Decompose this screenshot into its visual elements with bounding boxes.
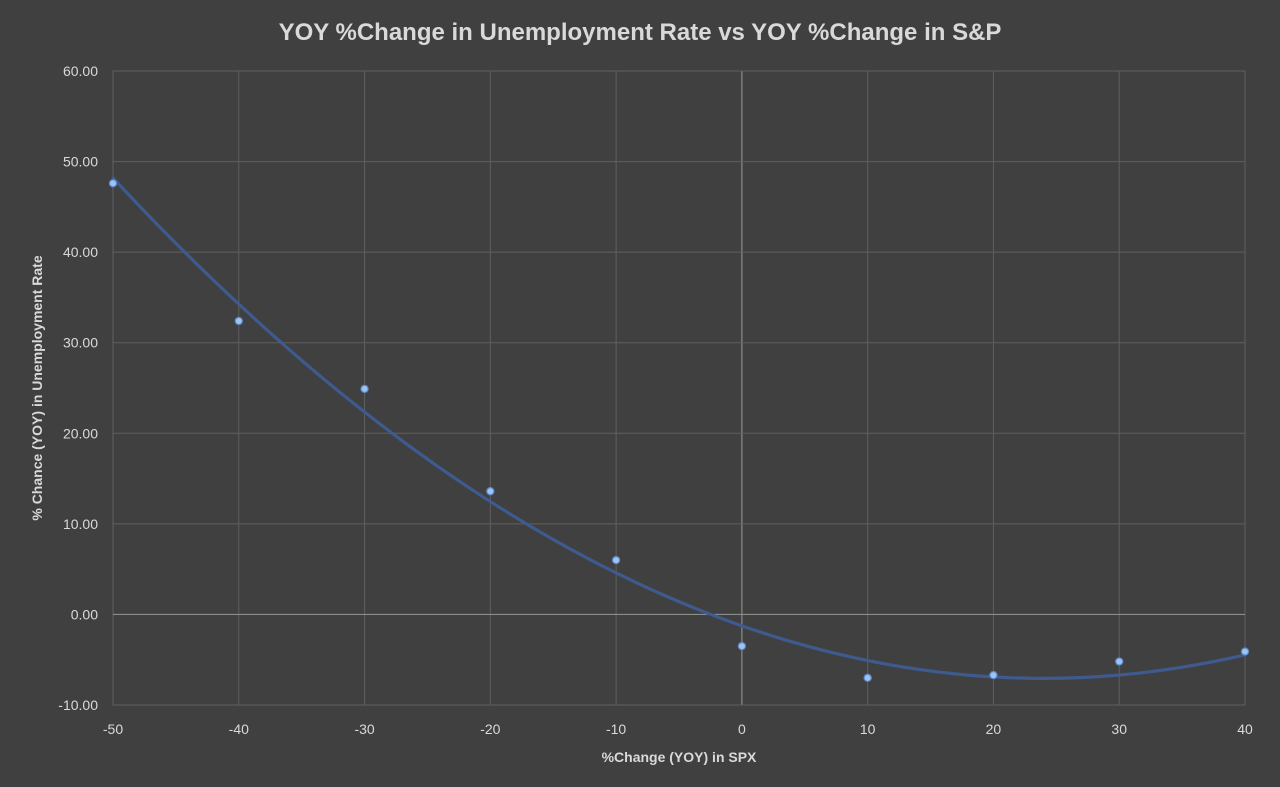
data-point (989, 670, 998, 680)
x-axis-title: %Change (YOY) in SPX (602, 749, 757, 765)
x-tick-label: -10 (606, 721, 626, 737)
trendline-group (111, 176, 1247, 680)
trendline (111, 176, 1247, 680)
y-tick-label: 60.00 (63, 63, 98, 79)
y-tick-label: 30.00 (63, 335, 98, 351)
y-tick-label: 0.00 (71, 606, 98, 622)
y-axis-title: % Chance (YOY) in Unemployment Rate (29, 255, 45, 520)
x-tick-label: 10 (860, 721, 876, 737)
data-points (108, 179, 1250, 683)
y-tick-label: 50.00 (63, 154, 98, 170)
data-point (737, 641, 747, 651)
data-point (863, 673, 872, 683)
y-tick-label: 40.00 (63, 244, 98, 260)
x-tick-label: -20 (480, 721, 500, 737)
y-tick-label: -10.00 (58, 697, 98, 713)
x-tick-label: 40 (1237, 721, 1253, 737)
data-point (611, 555, 621, 565)
data-point (234, 316, 243, 326)
gridlines (112, 70, 1246, 706)
data-point (1115, 657, 1124, 666)
chart-title: YOY %Change in Unemployment Rate vs YOY … (279, 19, 1002, 46)
data-point (360, 384, 369, 394)
data-point (486, 487, 495, 496)
x-tick-label: 20 (986, 721, 1002, 737)
x-tick-label: 0 (738, 721, 746, 737)
y-tick-label: 20.00 (63, 425, 98, 441)
x-tick-label: -30 (354, 721, 374, 737)
data-point (108, 179, 118, 188)
x-tick-label: 30 (1111, 721, 1127, 737)
x-tick-label: -40 (229, 721, 249, 737)
y-tick-label: 10.00 (63, 516, 98, 532)
data-point (1240, 647, 1250, 656)
tick-labels: -50 -40 -30 -20 -10 0 10 20 30 40 -10.00 0.00 10.00 2… (58, 63, 1253, 737)
x-tick-label: -50 (103, 721, 123, 737)
